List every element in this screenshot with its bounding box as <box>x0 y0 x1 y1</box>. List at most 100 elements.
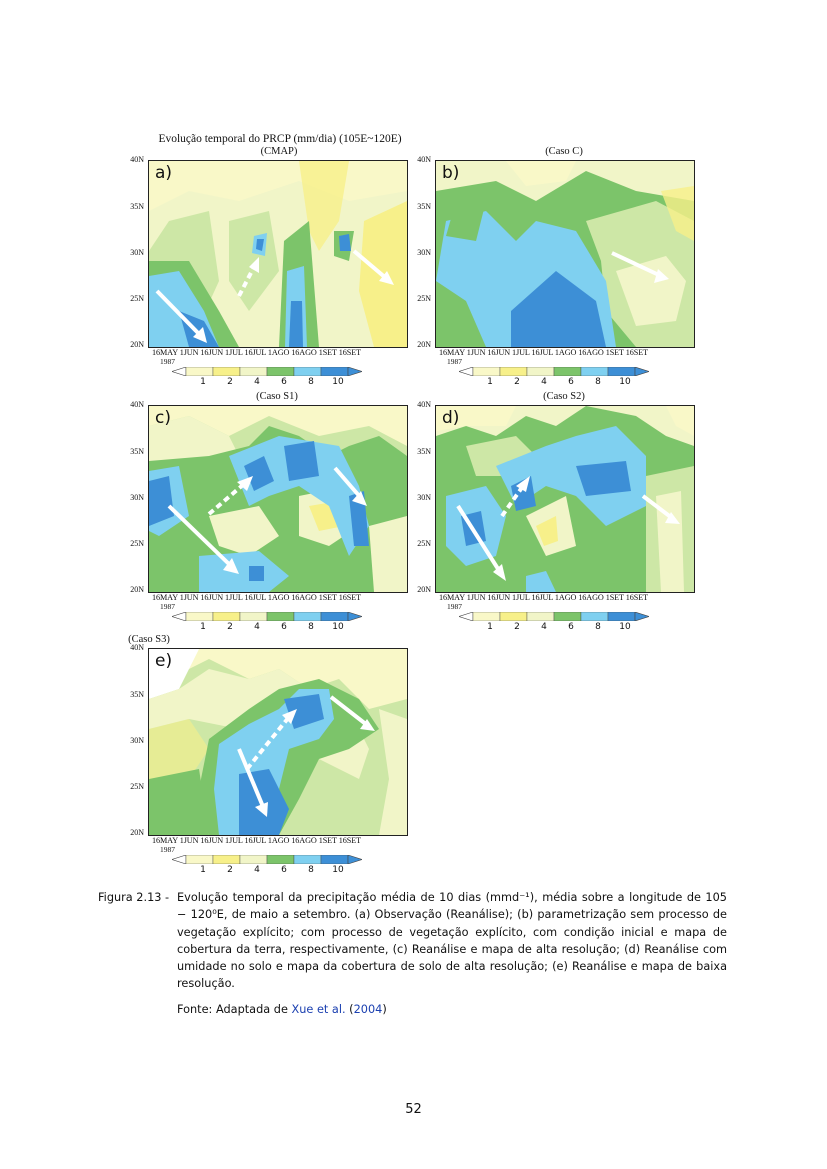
xtick: 1JUL <box>225 348 243 357</box>
panel-e-ytick-4: 20N <box>130 828 144 837</box>
source-paren-open: ( <box>349 1003 354 1016</box>
panel-c-ytick-2: 30N <box>130 493 144 502</box>
panel-e-cbar-label-2: 4 <box>254 865 260 875</box>
panel-d-cbar-label-5: 10 <box>619 622 631 632</box>
xtick: 16JUL <box>531 348 553 357</box>
xtick: 16JUN <box>200 593 224 602</box>
panel-a-letter: a) <box>155 163 173 183</box>
panel-b-ytick-0: 40N <box>417 155 431 164</box>
panel-c-ytick-0: 40N <box>130 400 144 409</box>
panel-e-ytick-0: 40N <box>130 643 144 652</box>
xtick: 16MAY <box>152 836 178 845</box>
panel-a-cbar-label-5: 10 <box>332 377 344 387</box>
xtick: 1JUN <box>179 348 199 357</box>
xtick: 16JUN <box>487 348 511 357</box>
panel-e-map: e) <box>148 648 408 836</box>
panel-c-letter: c) <box>155 408 171 428</box>
panel-e-cbar-label-0: 1 <box>200 865 206 875</box>
xtick: 16MAY <box>152 348 178 357</box>
panel-e-contour <box>149 649 407 835</box>
panel-c-cbar-label-0: 1 <box>200 622 206 632</box>
panel-b-cbar-label-4: 8 <box>595 377 601 387</box>
panel-e-ytick-2: 30N <box>130 736 144 745</box>
xtick: 1JUN <box>466 593 486 602</box>
panel-c-cbar-label-1: 2 <box>227 622 233 632</box>
caption-text: Evolução temporal da precipitação média … <box>177 891 727 991</box>
panel-c-ytick-3: 25N <box>130 539 144 548</box>
xtick: 16AGO <box>291 348 317 357</box>
panel-c-xticks: 16MAY 1JUN 16JUN 1JUL 16JUL 1AGO 16AGO 1… <box>152 593 361 602</box>
xtick: 1AGO <box>267 348 290 357</box>
panel-e-ytick-3: 25N <box>130 782 144 791</box>
panel-c-map: c) <box>148 405 408 593</box>
panel-a-colorbar <box>172 367 362 376</box>
xtick: 16AGO <box>291 593 317 602</box>
figure-title: Evolução temporal do PRCP (mm/dia) (105E… <box>150 133 410 145</box>
xtick: 16AGO <box>578 348 604 357</box>
panel-b-cbar-label-5: 10 <box>619 377 631 387</box>
panel-a-ytick-4: 20N <box>130 340 144 349</box>
panel-b-cbar-label-3: 6 <box>568 377 574 387</box>
panel-a-contour <box>149 161 407 347</box>
xtick: 16AGO <box>578 593 604 602</box>
panel-d-contour <box>436 406 694 592</box>
panel-d-cbar-label-4: 8 <box>595 622 601 632</box>
xtick: 16AGO <box>291 836 317 845</box>
panel-b-contour <box>436 161 694 347</box>
panel-a-year: 1987 <box>160 357 175 366</box>
xtick: 16MAY <box>439 593 465 602</box>
source-year-link[interactable]: 2004 <box>353 1003 383 1016</box>
source-prefix: Fonte: Adaptada de <box>177 1003 288 1016</box>
panel-b-colorbar <box>459 367 649 376</box>
xtick: 16JUN <box>487 593 511 602</box>
xtick: 1SET <box>318 348 337 357</box>
xtick: 1JUL <box>512 593 530 602</box>
panel-a-cbar-label-2: 4 <box>254 377 260 387</box>
figure-source: Fonte: Adaptada de Xue et al. (2004) <box>177 1003 387 1016</box>
xtick: 16SET <box>338 348 362 357</box>
panel-e-title: (Caso S3) <box>128 634 170 645</box>
panel-a-map: a) <box>148 160 408 348</box>
xtick: 16JUN <box>200 348 224 357</box>
panel-d-ytick-0: 40N <box>417 400 431 409</box>
panel-b-year: 1987 <box>447 357 462 366</box>
panel-d-title: (Caso S2) <box>543 391 585 402</box>
panel-c-cbar-label-5: 10 <box>332 622 344 632</box>
xtick: 16SET <box>625 348 649 357</box>
panel-d-ytick-1: 35N <box>417 447 431 456</box>
xtick: 1JUN <box>179 593 199 602</box>
panel-e-colorbar <box>172 855 362 864</box>
panel-e-xticks: 16MAY 1JUN 16JUN 1JUL 16JUL 1AGO 16AGO 1… <box>152 836 361 845</box>
xtick: 1AGO <box>554 348 577 357</box>
panel-b-ytick-2: 30N <box>417 248 431 257</box>
xtick: 1SET <box>605 593 624 602</box>
panel-a-ytick-0: 40N <box>130 155 144 164</box>
xtick: 1AGO <box>267 836 290 845</box>
panel-a-xticks: 16MAY 1JUN 16JUN 1JUL 16JUL 1AGO 16AGO 1… <box>152 348 361 357</box>
panel-a-ytick-2: 30N <box>130 248 144 257</box>
xtick: 16SET <box>625 593 649 602</box>
panel-b-ytick-1: 35N <box>417 202 431 211</box>
panel-c-title: (Caso S1) <box>256 391 298 402</box>
xtick: 1SET <box>318 593 337 602</box>
xtick: 1JUN <box>466 348 486 357</box>
xtick: 1JUL <box>512 348 530 357</box>
panel-c-cbar-label-3: 6 <box>281 622 287 632</box>
panel-d-year: 1987 <box>447 602 462 611</box>
source-ref-link[interactable]: Xue et al. <box>291 1003 346 1016</box>
panel-c-year: 1987 <box>160 602 175 611</box>
panel-e-ytick-1: 35N <box>130 690 144 699</box>
panel-a-ytick-3: 25N <box>130 294 144 303</box>
panel-d-colorbar <box>459 612 649 621</box>
xtick: 16JUL <box>244 593 266 602</box>
panel-a-cbar-label-3: 6 <box>281 377 287 387</box>
panel-a-cbar-label-1: 2 <box>227 377 233 387</box>
panel-d-ytick-4: 20N <box>417 585 431 594</box>
panel-b-ytick-4: 20N <box>417 340 431 349</box>
xtick: 16JUL <box>244 348 266 357</box>
xtick: 16JUL <box>244 836 266 845</box>
panel-a-title: (CMAP) <box>260 146 298 157</box>
source-paren-close: ) <box>382 1003 387 1016</box>
xtick: 16JUN <box>200 836 224 845</box>
panel-d-cbar-label-1: 2 <box>514 622 520 632</box>
